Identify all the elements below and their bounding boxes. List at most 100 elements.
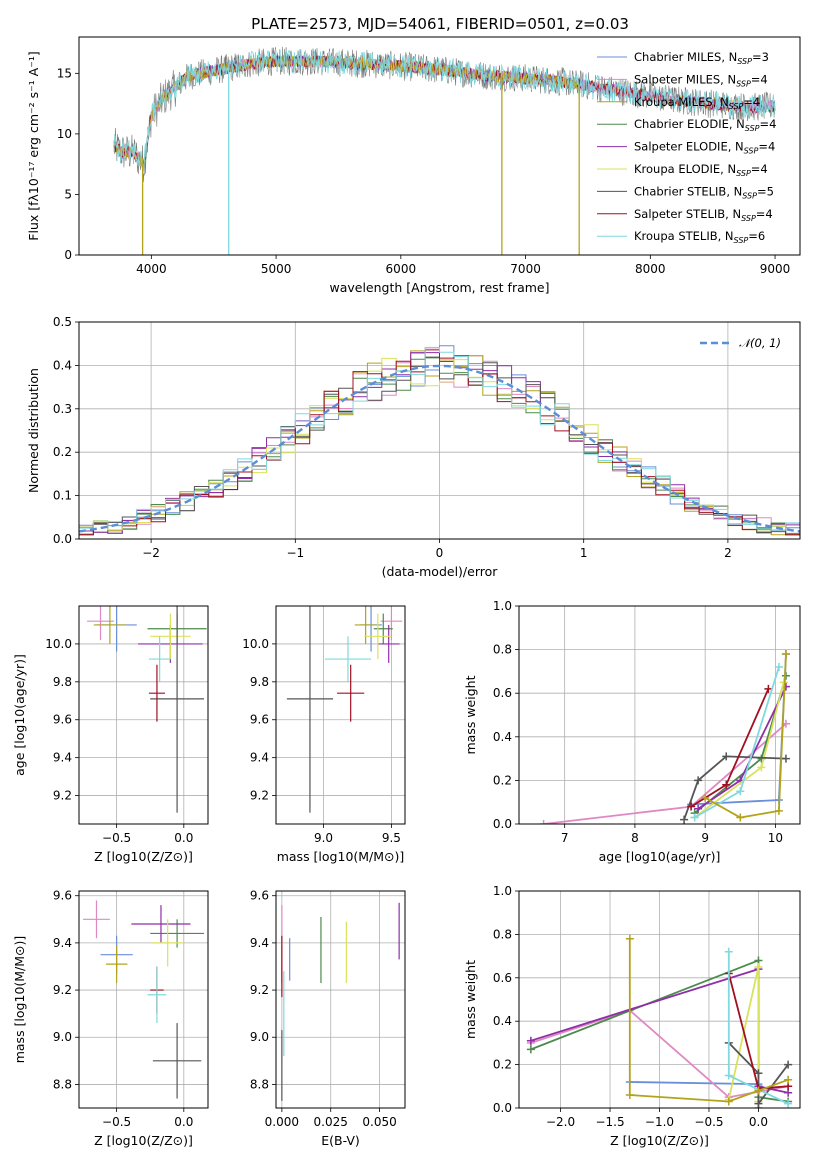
legend-entry: Salpeter STELIB, NSSP=4 <box>634 207 773 223</box>
mass_vs_EBV-plot-area <box>281 902 400 1101</box>
x-axis-label: Z [log10(Z/Z⊙)] <box>94 849 193 864</box>
weight-series-marker <box>754 962 763 971</box>
x-tick-label: 9.5 <box>382 831 401 845</box>
legend-name: Chabrier MILES, N <box>634 50 737 64</box>
x-tick-label: 10 <box>768 831 783 845</box>
weight-series-marker <box>784 1099 793 1108</box>
weight-series-marker <box>724 1071 733 1080</box>
x-tick-label: 0 <box>436 546 444 560</box>
x-tick-label: 0.0 <box>174 1115 193 1129</box>
y-tick-label: 0.5 <box>53 315 72 329</box>
legend-tail: =4 <box>751 72 768 86</box>
x-tick-label: −0.5 <box>102 831 131 845</box>
weight_vs_Z-panel: −2.0 −1.5 −1.0 −0.5 0.0 0.0 0.2 0.4 0.6 0.8 1.0 Z [… <box>463 884 801 1148</box>
axes-frame <box>78 321 801 540</box>
legend-name: Salpeter STELIB, N <box>634 207 741 221</box>
weight-series-marker <box>784 1060 793 1069</box>
weight-series-marker <box>754 1099 763 1108</box>
weight-series-marker <box>694 804 703 813</box>
y-tick-label: 0.0 <box>53 532 72 546</box>
legend-name: Salpeter ELODIE, N <box>634 140 744 154</box>
weight-series-marker <box>736 787 745 796</box>
y-tick-label: 8.8 <box>250 1077 269 1091</box>
age_vs_mass-plot-area <box>286 606 403 813</box>
legend-name: Chabrier STELIB, N <box>634 184 742 198</box>
y-tick-label: 9.0 <box>53 1030 72 1044</box>
x-axis-label: Z [log10(Z/Z⊙)] <box>610 1133 709 1148</box>
x-axis-label: E(B-V) <box>321 1133 360 1148</box>
y-tick-label: 9.6 <box>53 713 72 727</box>
weight-series-line <box>543 723 787 824</box>
x-axis-label: wavelength [Angstrom, rest frame] <box>329 280 549 295</box>
y-tick-label: 9.6 <box>53 889 72 903</box>
weight-series-marker <box>774 663 783 672</box>
legend-tail: =4 <box>743 95 760 109</box>
axes-frame <box>518 605 801 825</box>
x-tick-label: 4000 <box>136 262 167 276</box>
y-tick-label: 5 <box>64 187 72 201</box>
y-tick-label: 0 <box>64 248 72 262</box>
weight-series-marker <box>690 813 699 822</box>
y-tick-label: 0.0 <box>493 817 512 831</box>
y-tick-label: 0.4 <box>493 730 512 744</box>
weight_vs_age-plot-area <box>539 649 790 824</box>
y-tick-label: 0.1 <box>53 489 72 503</box>
legend-sub: SSP <box>745 124 760 133</box>
axes-frame <box>275 890 406 1109</box>
mass_vs_EBV-panel: 0.000 0.025 0.050 8.8 9.0 9.2 9.4 9.6 E(B-V) <box>250 889 406 1148</box>
x-tick-label: 7 <box>561 831 569 845</box>
model-spectrum-line <box>113 54 580 168</box>
x-tick-label: 9 <box>701 831 709 845</box>
x-tick-label: −2.0 <box>546 1115 575 1129</box>
x-tick-label: 0.0 <box>174 831 193 845</box>
weight-series-marker <box>722 780 731 789</box>
weight-series-marker <box>694 776 703 785</box>
weight_vs_age-panel: 7 8 9 10 0.0 0.2 0.4 0.6 0.8 1.0 age [log10(age/yr… <box>463 599 801 864</box>
legend-entry: Chabrier MILES, NSSP=3 <box>634 50 769 66</box>
y-tick-label: 0.6 <box>493 686 512 700</box>
axes-frame <box>78 605 209 825</box>
y-tick-label: 1.0 <box>493 599 512 613</box>
legend-entry: Kroupa STELIB, NSSP=6 <box>634 229 765 245</box>
legend-sub: SSP <box>744 147 759 156</box>
weight-series-marker <box>526 1045 535 1054</box>
weight-series-marker <box>754 1069 763 1078</box>
mass_vs_Z-plot-area <box>83 900 204 1099</box>
x-tick-label: 0.000 <box>265 1115 299 1129</box>
weight-series-marker <box>757 763 766 772</box>
weight-series-marker <box>625 934 634 943</box>
legend-tail: =4 <box>751 162 768 176</box>
y-tick-label: 9.4 <box>53 751 72 765</box>
y-tick-label: 9.8 <box>250 675 269 689</box>
weight_vs_Z-plot-area <box>526 934 793 1108</box>
y-tick-label: 9.2 <box>53 789 72 803</box>
mass_vs_Z-panel: −0.5 0.0 8.8 9.0 9.2 9.4 9.6 Z [log10(Z/Z⊙)] mas… <box>12 889 209 1148</box>
weight-series-marker <box>701 793 710 802</box>
x-tick-label: 0.025 <box>314 1115 348 1129</box>
axes-frame <box>518 890 801 1109</box>
x-tick-label: 0.050 <box>362 1115 396 1129</box>
legend-tail: =5 <box>757 184 774 198</box>
x-tick-label: 9.0 <box>314 831 333 845</box>
y-tick-label: 0.3 <box>53 402 72 416</box>
model-spectrum-line <box>113 49 776 172</box>
age_vs_mass-panel: 9.0 9.5 9.2 9.4 9.6 9.8 10.0 mass [log10(M/M⊙)] <box>242 605 406 864</box>
legend-sub: SSP <box>741 214 756 223</box>
residuals-panel: −2 −1 0 1 2 0.0 0.1 0.2 0.3 0.4 0.5 (data-model)/er… <box>26 315 801 579</box>
y-tick-label: 9.2 <box>250 789 269 803</box>
legend-entry: Salpeter MILES, NSSP=4 <box>634 72 768 88</box>
age_vs_Z-panel: −0.5 0.0 9.2 9.4 9.6 9.8 10.0 Z [log10(Z/Z⊙)] ag… <box>12 605 209 864</box>
weight-series-marker <box>724 947 733 956</box>
x-axis-label: age [log10(age/yr)] <box>599 849 721 864</box>
legend-entry: 𝒩(0, 1) <box>739 336 781 350</box>
legend-name: Salpeter MILES, N <box>634 72 736 86</box>
y-tick-label: 9.2 <box>53 983 72 997</box>
x-tick-label: 0.0 <box>749 1115 768 1129</box>
y-tick-label: 9.4 <box>250 936 269 950</box>
y-tick-label: 8.8 <box>53 1077 72 1091</box>
y-tick-label: 0.2 <box>493 1058 512 1072</box>
x-tick-label: 9000 <box>760 262 791 276</box>
weight-series-marker <box>722 752 731 761</box>
legend-entry: Salpeter ELODIE, NSSP=4 <box>634 140 775 156</box>
